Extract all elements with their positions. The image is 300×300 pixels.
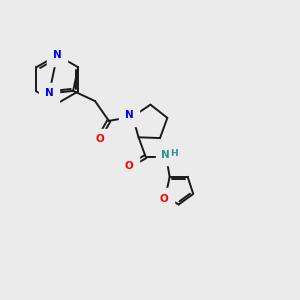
Text: O: O — [125, 161, 134, 171]
Text: O: O — [95, 134, 104, 144]
Text: N: N — [53, 50, 62, 60]
Text: N: N — [125, 110, 134, 120]
Text: H: H — [170, 148, 178, 158]
Text: N: N — [161, 149, 170, 160]
Text: N: N — [45, 88, 53, 98]
Text: O: O — [160, 194, 168, 204]
